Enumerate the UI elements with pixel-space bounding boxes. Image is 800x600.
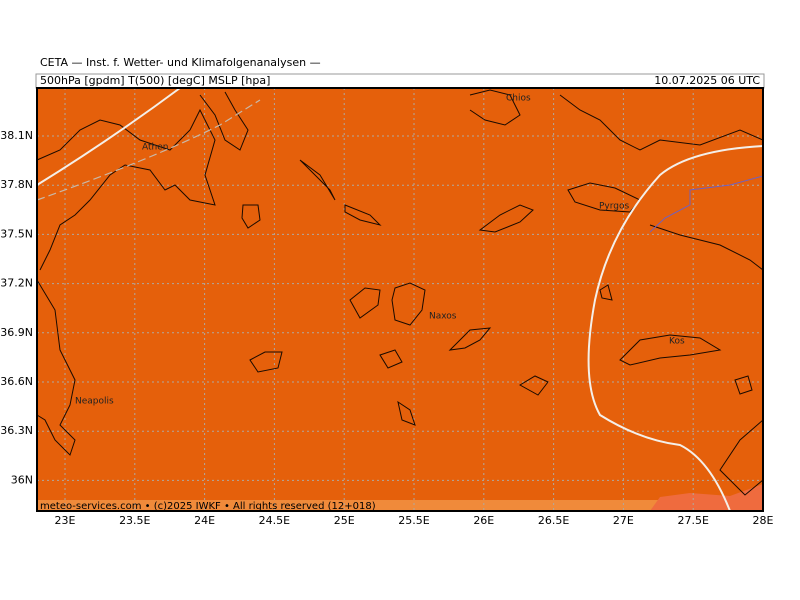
place-label: Naxos <box>429 312 457 322</box>
lon-label: 27E <box>613 514 634 527</box>
lon-label: 25.5E <box>398 514 429 527</box>
lat-label: 36N <box>11 473 33 486</box>
map-area: Athen Chios Pyrgos Naxos Kos Neapolis me… <box>36 87 764 512</box>
place-label: Pyrgos <box>599 202 630 212</box>
axis-labels: 38.1N 37.8N 37.5N 37.2N 36.9N 36.6N 36.3N 36N 23… <box>0 129 773 527</box>
lat-label: 36.6N <box>0 375 33 388</box>
lat-label: 37.5N <box>0 227 33 240</box>
lon-label: 27.5E <box>677 514 708 527</box>
grid <box>37 88 764 511</box>
lon-label: 25E <box>334 514 355 527</box>
lat-label: 36.9N <box>0 326 33 339</box>
place-label: Kos <box>669 337 685 347</box>
border <box>649 175 764 233</box>
header-time: 10.07.2025 06 UTC <box>654 74 760 87</box>
map-frame <box>36 87 764 512</box>
map-background <box>37 88 763 511</box>
place-label: Chios <box>506 94 531 104</box>
isobar <box>587 145 764 512</box>
place-label: Neapolis <box>75 397 114 407</box>
lat-label: 36.3N <box>0 424 33 437</box>
header-fields: 500hPa [gpdm] T(500) [degC] MSLP [hpa] <box>40 74 270 87</box>
pressure-shading <box>650 484 763 511</box>
lat-label: 37.2N <box>0 277 33 290</box>
lat-label: 38.1N <box>0 129 33 142</box>
lon-label: 23.5E <box>119 514 150 527</box>
isobar <box>36 87 181 186</box>
place-label: Athen <box>142 143 168 153</box>
lon-label: 26.5E <box>538 514 569 527</box>
lon-label: 26E <box>473 514 494 527</box>
lat-label: 37.8N <box>0 178 33 191</box>
footer-credit: meteo-services.com • (c)2025 IWKF • All … <box>40 501 376 512</box>
footer-band <box>37 500 763 511</box>
lon-label: 24E <box>194 514 215 527</box>
coastlines <box>36 89 764 496</box>
lon-label: 24.5E <box>259 514 290 527</box>
lon-label: 28E <box>753 514 774 527</box>
header-institute: CETA — Inst. f. Wetter- und Klimafolgena… <box>40 56 321 69</box>
isotherm <box>36 99 261 201</box>
lon-label: 23E <box>55 514 76 527</box>
